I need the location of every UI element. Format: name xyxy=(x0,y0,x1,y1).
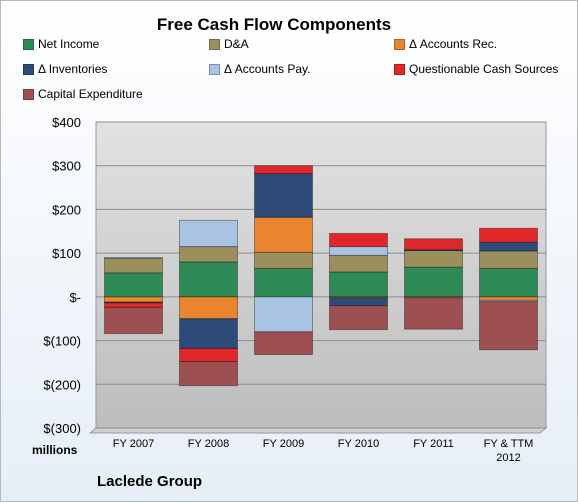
y-tick-label: $(100) xyxy=(43,334,81,349)
legend-swatch xyxy=(394,63,405,75)
legend-label: Δ Inventories xyxy=(38,62,108,76)
bar-segment xyxy=(404,297,463,330)
x-tick-label: FY 2010 xyxy=(338,438,379,450)
bar-segment xyxy=(329,305,388,331)
bar-segment xyxy=(329,232,388,248)
bar-segment xyxy=(104,257,163,260)
bar-segment xyxy=(179,261,238,298)
bar-segment xyxy=(104,306,163,335)
bar-segment xyxy=(254,216,313,253)
legend-swatch xyxy=(209,63,220,75)
bar-segment xyxy=(479,250,538,269)
bar-segment xyxy=(254,165,313,175)
plot-background xyxy=(95,121,547,429)
bar-segment xyxy=(179,246,238,263)
x-tick-label: 2012 xyxy=(496,452,520,464)
x-tick-label: FY 2011 xyxy=(413,438,454,450)
legend-label: Net Income xyxy=(38,37,100,51)
legend-swatch xyxy=(23,63,34,75)
legend-swatch xyxy=(23,38,34,50)
bar-segment xyxy=(179,318,238,349)
bar-segment xyxy=(404,250,463,268)
legend-item: Δ Inventories xyxy=(23,62,107,76)
x-tick-label: FY 2008 xyxy=(188,438,229,450)
bar-segment xyxy=(254,331,313,356)
bar-segment xyxy=(329,254,388,273)
legend-label: Capital Expenditure xyxy=(38,87,143,101)
y-tick-label: $(200) xyxy=(43,377,81,392)
x-tick-label: FY 2009 xyxy=(263,438,304,450)
legend-label: D&A xyxy=(224,37,249,51)
legend-swatch xyxy=(23,88,34,100)
bar-segment xyxy=(329,246,388,256)
y-tick-label: $400 xyxy=(52,115,81,130)
legend-item: Capital Expenditure xyxy=(23,87,143,101)
y-tick-label: $(300) xyxy=(43,421,81,436)
legend-item: Δ Accounts Pay. xyxy=(209,62,311,76)
legend-item: Net Income xyxy=(23,37,99,51)
bar-segment xyxy=(179,219,238,248)
bar-segment xyxy=(179,361,238,387)
y-tick-label: $300 xyxy=(52,159,81,174)
x-tick-label: FY & TTM xyxy=(484,438,534,450)
legend-swatch xyxy=(394,38,405,50)
bar-segment xyxy=(479,241,538,252)
legend-item: D&A xyxy=(209,37,249,51)
bar-segment xyxy=(479,301,538,351)
x-tick-label: FY 2007 xyxy=(113,438,154,450)
legend-label: Questionable Cash Sources xyxy=(409,62,559,76)
company-name: Laclede Group xyxy=(97,473,203,490)
bar-segment xyxy=(254,296,313,333)
bar-segment xyxy=(254,173,313,218)
legend-label: Δ Accounts Pay. xyxy=(224,62,311,76)
units-label: millions xyxy=(32,443,78,457)
bar-segment xyxy=(479,267,538,298)
legend-label: Δ Accounts Rec. xyxy=(409,37,498,51)
bar-segment xyxy=(404,266,463,298)
chart-title: Free Cash Flow Components xyxy=(156,15,392,34)
bar-segment xyxy=(179,296,238,320)
legend-item: Questionable Cash Sources xyxy=(394,62,558,76)
y-tick-label: $200 xyxy=(52,202,81,217)
y-tick-label: $- xyxy=(69,290,81,305)
bar-segment xyxy=(329,271,388,298)
bar-segment xyxy=(254,267,313,298)
plot-floor xyxy=(88,427,548,434)
bar-segment xyxy=(179,347,238,363)
bar-segment xyxy=(104,296,163,303)
bar-segment xyxy=(104,272,163,298)
bar-segment xyxy=(254,251,313,269)
bar-segment xyxy=(479,296,538,301)
legend-item: Δ Accounts Rec. xyxy=(394,37,497,51)
bar-segment xyxy=(404,238,463,251)
legend-swatch xyxy=(209,38,220,50)
y-tick-label: $100 xyxy=(52,246,81,261)
bar-segment xyxy=(104,302,163,308)
bar-segment xyxy=(329,297,388,307)
bar-segment xyxy=(104,257,163,274)
bar-segment xyxy=(479,227,538,243)
